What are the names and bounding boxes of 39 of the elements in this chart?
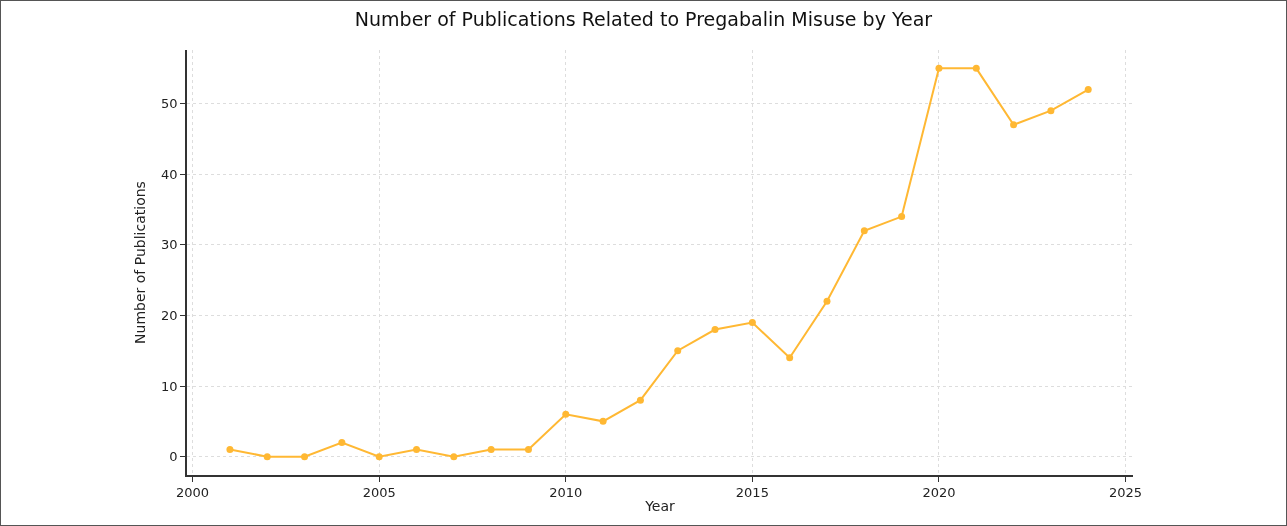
x-axis-title: Year [644, 498, 676, 515]
x-tick-label: 2020 [922, 485, 956, 501]
point [1047, 107, 1055, 115]
point [599, 417, 607, 425]
point [263, 453, 271, 461]
point [487, 446, 495, 454]
x-tick-label: 2000 [176, 485, 210, 501]
x-tick-label: 2025 [1108, 485, 1143, 501]
point [562, 410, 570, 418]
x-tick-label: 2005 [362, 485, 396, 501]
point [1084, 86, 1092, 94]
x-tick-label: 2015 [735, 485, 769, 501]
x-tick-label: 2010 [549, 485, 583, 501]
point [711, 326, 719, 334]
point [375, 453, 383, 461]
point [972, 64, 980, 72]
point [786, 354, 794, 362]
y-tick-label: 50 [161, 96, 178, 112]
point [898, 213, 906, 221]
point [823, 297, 831, 305]
y-tick-label: 30 [161, 237, 178, 253]
point [1010, 121, 1018, 129]
y-tick-label: 20 [161, 308, 178, 323]
y-tick-label: 10 [161, 378, 178, 394]
point [450, 453, 458, 461]
y-tick-label: 40 [161, 166, 178, 182]
point [301, 453, 309, 461]
y-tick-label: 0 [169, 449, 178, 465]
point [226, 446, 234, 454]
point [674, 347, 682, 355]
point [413, 446, 420, 454]
point [636, 396, 644, 404]
point [338, 439, 346, 447]
point [935, 64, 943, 72]
chart-title: Number of Publications Related to Pregabalin Misuse by Year [354, 7, 933, 30]
point [524, 446, 532, 454]
point [748, 319, 756, 327]
point [860, 227, 868, 235]
y-axis-title: Number of Publications [132, 181, 149, 344]
